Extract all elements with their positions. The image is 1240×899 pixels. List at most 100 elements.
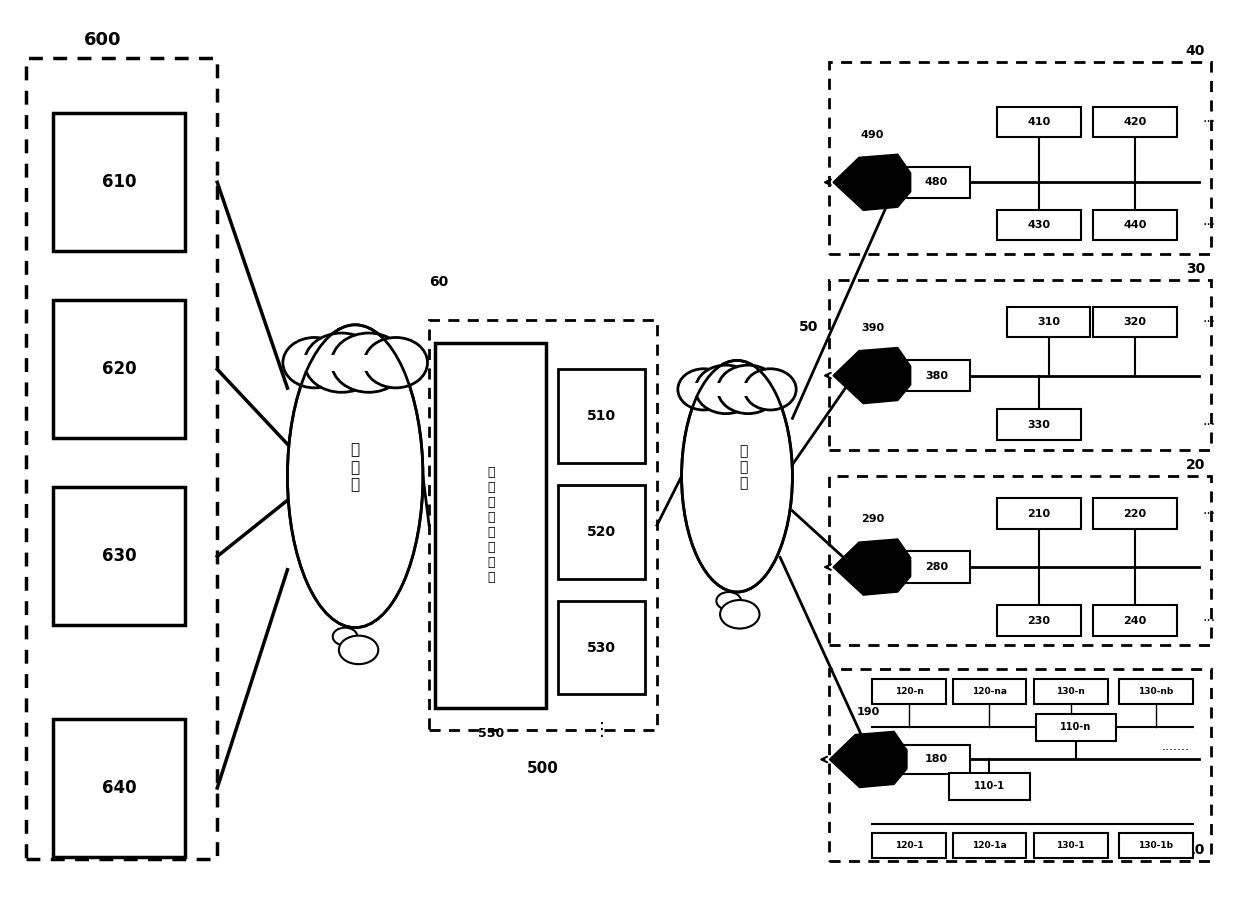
FancyBboxPatch shape xyxy=(53,487,185,626)
FancyBboxPatch shape xyxy=(997,605,1080,636)
FancyBboxPatch shape xyxy=(873,680,946,704)
Text: ···: ··· xyxy=(1203,218,1215,232)
Text: 390: 390 xyxy=(861,323,884,333)
Text: 40: 40 xyxy=(1185,44,1205,58)
Circle shape xyxy=(720,600,759,628)
FancyBboxPatch shape xyxy=(1118,833,1193,859)
Text: 440: 440 xyxy=(1123,220,1147,230)
Ellipse shape xyxy=(718,365,779,414)
FancyBboxPatch shape xyxy=(830,280,1211,450)
Text: 130-nb: 130-nb xyxy=(1138,687,1173,696)
FancyBboxPatch shape xyxy=(1118,680,1193,704)
Text: 130-n: 130-n xyxy=(1056,687,1085,696)
FancyBboxPatch shape xyxy=(1092,498,1177,529)
Text: 310: 310 xyxy=(1037,317,1060,327)
Text: 230: 230 xyxy=(1027,616,1050,626)
FancyBboxPatch shape xyxy=(1092,605,1177,636)
Text: 290: 290 xyxy=(861,514,884,524)
FancyBboxPatch shape xyxy=(558,601,645,694)
FancyBboxPatch shape xyxy=(429,320,657,730)
Text: 120-1: 120-1 xyxy=(895,841,924,850)
Text: 180: 180 xyxy=(925,754,949,764)
Polygon shape xyxy=(833,348,910,404)
Text: 530: 530 xyxy=(587,641,616,654)
Ellipse shape xyxy=(365,337,428,387)
Polygon shape xyxy=(833,539,910,595)
Text: 220: 220 xyxy=(1123,509,1147,519)
Text: 210: 210 xyxy=(1027,509,1050,519)
FancyBboxPatch shape xyxy=(1034,680,1107,704)
Text: ···: ··· xyxy=(1203,115,1215,129)
FancyBboxPatch shape xyxy=(26,58,217,859)
Ellipse shape xyxy=(288,325,423,628)
Text: 威
胁
情
报
整
合
系
统: 威 胁 情 报 整 合 系 统 xyxy=(487,467,495,584)
FancyBboxPatch shape xyxy=(903,745,971,774)
Text: 120-na: 120-na xyxy=(972,687,1007,696)
Text: 610: 610 xyxy=(102,174,136,191)
Text: 130-1: 130-1 xyxy=(1056,841,1085,850)
FancyBboxPatch shape xyxy=(997,409,1080,440)
Polygon shape xyxy=(833,155,910,210)
Ellipse shape xyxy=(283,337,346,387)
FancyBboxPatch shape xyxy=(1035,714,1116,741)
Text: 620: 620 xyxy=(102,360,136,378)
FancyBboxPatch shape xyxy=(997,107,1080,137)
Text: 520: 520 xyxy=(587,525,616,539)
FancyBboxPatch shape xyxy=(997,209,1080,240)
FancyBboxPatch shape xyxy=(903,166,971,198)
Text: 510: 510 xyxy=(587,409,616,423)
FancyBboxPatch shape xyxy=(950,773,1029,799)
Text: 280: 280 xyxy=(925,562,949,572)
FancyBboxPatch shape xyxy=(53,300,185,439)
Text: ···: ··· xyxy=(1203,613,1215,628)
FancyBboxPatch shape xyxy=(1092,209,1177,240)
FancyBboxPatch shape xyxy=(558,485,645,579)
FancyBboxPatch shape xyxy=(952,833,1027,859)
Polygon shape xyxy=(830,732,906,788)
FancyBboxPatch shape xyxy=(53,113,185,252)
Circle shape xyxy=(332,628,357,645)
Text: 内
联
网: 内 联 网 xyxy=(739,444,748,491)
Text: 600: 600 xyxy=(84,31,122,49)
Text: 互
联
网: 互 联 网 xyxy=(351,442,360,493)
Text: 410: 410 xyxy=(1027,117,1050,127)
Ellipse shape xyxy=(696,365,756,414)
Text: 380: 380 xyxy=(925,370,949,380)
FancyBboxPatch shape xyxy=(53,719,185,857)
Text: 630: 630 xyxy=(102,547,136,565)
Circle shape xyxy=(339,636,378,664)
FancyBboxPatch shape xyxy=(682,383,792,396)
FancyBboxPatch shape xyxy=(1007,307,1090,337)
Text: 480: 480 xyxy=(925,177,949,187)
FancyBboxPatch shape xyxy=(830,62,1211,254)
FancyBboxPatch shape xyxy=(830,670,1211,861)
Text: 640: 640 xyxy=(102,779,136,797)
Text: ···: ··· xyxy=(1203,417,1215,432)
Circle shape xyxy=(717,592,742,610)
Text: 430: 430 xyxy=(1027,220,1050,230)
FancyBboxPatch shape xyxy=(435,343,546,708)
FancyBboxPatch shape xyxy=(830,476,1211,645)
FancyBboxPatch shape xyxy=(952,680,1027,704)
FancyBboxPatch shape xyxy=(1034,833,1107,859)
Ellipse shape xyxy=(682,360,792,592)
Text: 120-1a: 120-1a xyxy=(972,841,1007,850)
Text: 60: 60 xyxy=(429,275,449,289)
Text: 320: 320 xyxy=(1123,317,1146,327)
Text: 110-n: 110-n xyxy=(1060,723,1091,733)
FancyBboxPatch shape xyxy=(1092,307,1177,337)
Text: 420: 420 xyxy=(1123,117,1147,127)
FancyBboxPatch shape xyxy=(288,354,423,370)
Text: 30: 30 xyxy=(1185,262,1205,276)
Text: 130-1b: 130-1b xyxy=(1138,841,1173,850)
Text: 110-1: 110-1 xyxy=(973,781,1004,791)
Text: 500: 500 xyxy=(527,761,559,776)
Text: ·······: ······· xyxy=(1162,744,1190,757)
Text: ⋮: ⋮ xyxy=(593,721,610,739)
Text: 50: 50 xyxy=(799,320,818,334)
FancyBboxPatch shape xyxy=(873,833,946,859)
FancyBboxPatch shape xyxy=(558,369,645,463)
Text: 10: 10 xyxy=(1185,842,1205,857)
Text: 240: 240 xyxy=(1123,616,1147,626)
Text: ···: ··· xyxy=(1203,507,1215,521)
